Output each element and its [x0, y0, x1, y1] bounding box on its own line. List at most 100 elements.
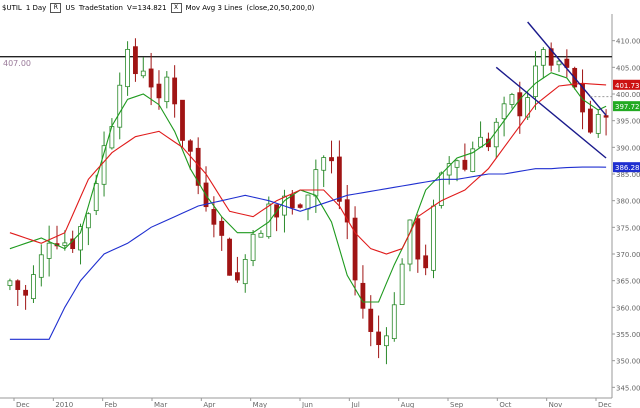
interval-label[interactable]: 1 Day	[25, 4, 47, 12]
candle-body	[423, 255, 429, 269]
y-tick-label: 395.00	[616, 118, 640, 126]
x-tick-label: Feb	[105, 401, 118, 408]
x-tick-label: Apr	[203, 401, 215, 408]
candle-body	[407, 219, 413, 265]
y-tick-label: 355.00	[616, 331, 640, 339]
candle-body	[336, 156, 342, 202]
candle-body	[266, 203, 272, 238]
candle-body	[462, 159, 468, 170]
candle-body	[133, 46, 138, 75]
candle-body	[93, 183, 99, 212]
candle-body	[23, 289, 29, 296]
y-tick-label: 385.00	[616, 171, 640, 179]
candle-body	[313, 169, 319, 197]
candle-body	[258, 232, 264, 238]
channel-upper-line	[527, 21, 607, 116]
candle-body	[172, 77, 178, 105]
price-tag	[613, 79, 640, 90]
candle-body	[517, 92, 523, 117]
candle-body	[187, 140, 193, 152]
candle-body	[156, 83, 162, 99]
candle-body	[180, 99, 185, 141]
candle-body	[478, 136, 483, 148]
candle-body	[525, 97, 531, 118]
candle-body	[321, 157, 327, 171]
candle-body	[344, 199, 350, 223]
source-label: TradeStation	[78, 4, 123, 12]
chart-menu-button[interactable]: R	[50, 3, 62, 13]
x-tick-label: Mar	[154, 401, 167, 408]
candle-body	[250, 233, 256, 261]
candle-body	[38, 254, 44, 278]
candle-body	[242, 259, 248, 285]
candle-body	[454, 160, 460, 168]
candle-body	[493, 121, 499, 148]
level-label: 407.00	[3, 59, 31, 68]
candle-body	[603, 115, 609, 118]
candle-body	[587, 108, 593, 133]
candle-body	[211, 209, 217, 225]
candle-body	[125, 48, 130, 88]
candle-body	[431, 205, 436, 271]
ma20-line	[9, 72, 607, 303]
x-tick-label: Oct	[499, 401, 511, 408]
candle-body	[70, 238, 76, 250]
y-tick-label: 360.00	[616, 304, 640, 312]
y-tick-label: 410.00	[616, 38, 640, 46]
y-tick-label: 350.00	[616, 358, 640, 366]
price-tag-label: 386.28	[615, 164, 640, 172]
x-tick-label: Dec	[598, 401, 612, 408]
candle-body	[305, 194, 311, 210]
candle-body	[62, 242, 68, 246]
candle-body	[438, 172, 444, 206]
y-tick-label: 375.00	[616, 224, 640, 232]
y-tick-label: 345.00	[616, 384, 640, 392]
channel-lower-line	[495, 66, 607, 159]
candle-body	[556, 60, 562, 66]
candle-body	[470, 148, 476, 172]
y-tick-label: 380.00	[616, 198, 640, 206]
candle-body	[101, 145, 107, 185]
price-tag	[613, 101, 640, 112]
candle-body	[227, 238, 232, 276]
x-tick-label: May	[253, 401, 267, 408]
candle-body	[15, 280, 21, 290]
candle-body	[7, 280, 13, 286]
candle-body	[219, 220, 225, 236]
x-tick-label: Nov	[549, 401, 563, 408]
candle-body	[78, 226, 83, 251]
x-tick-label: 2010	[55, 401, 73, 408]
candle-body	[235, 272, 240, 281]
candle-body	[564, 58, 570, 68]
x-tick-label: Sep	[450, 401, 464, 408]
candle-body	[46, 242, 52, 259]
y-tick-label: 365.00	[616, 278, 640, 286]
candle-body	[384, 335, 389, 347]
y-tick-label: 370.00	[616, 251, 640, 259]
y-tick-label: 400.00	[616, 91, 640, 99]
candle-body	[446, 163, 452, 176]
candle-body	[399, 263, 405, 305]
candle-body	[297, 204, 303, 208]
candle-body	[31, 274, 36, 300]
price-tag-label: 397.72	[615, 103, 640, 111]
x-tick-label: Jul	[350, 401, 360, 408]
candle-body	[501, 103, 507, 120]
indicator-params: (close,20,50,200,0)	[246, 4, 315, 12]
volume-label: V=134.821	[126, 4, 167, 12]
candle-body	[509, 94, 515, 105]
candle-body	[376, 331, 381, 346]
indicator-label[interactable]: Mov Avg 3 Lines	[185, 4, 243, 12]
candle-body	[595, 114, 601, 134]
close-icon[interactable]: X	[170, 3, 182, 13]
candle-body	[391, 304, 397, 340]
price-tag	[613, 162, 640, 173]
candle-body	[85, 213, 91, 229]
x-tick-label: Dec	[16, 401, 30, 408]
candle-body	[368, 308, 374, 332]
y-tick-label: 390.00	[616, 144, 640, 152]
x-tick-label: Jun	[301, 401, 313, 408]
candle-body	[117, 84, 123, 128]
symbol-label[interactable]: $UTIL	[2, 4, 22, 12]
